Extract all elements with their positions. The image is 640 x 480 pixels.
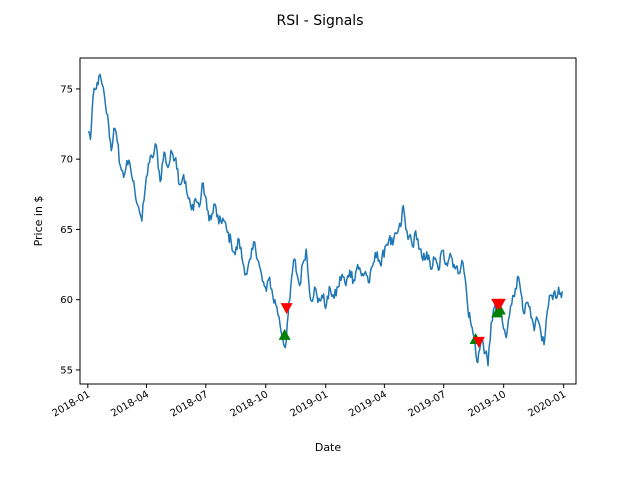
price-line (87, 73, 564, 367)
y-axis-label: Price in $ (32, 196, 45, 247)
x-axis-label: Date (315, 441, 342, 454)
plot-area (87, 73, 564, 367)
sell-signal-marker (280, 303, 293, 315)
y-tick-label: 60 (60, 295, 73, 306)
sell-signal-marker (493, 298, 506, 310)
y-tick-label: 70 (60, 155, 73, 166)
buy-signal-marker (278, 328, 291, 340)
y-tick-label: 75 (60, 84, 73, 95)
sell-signal-marker (472, 336, 485, 348)
axes-frame (79, 57, 577, 385)
y-axis: 55 60 65 70 75 (60, 84, 80, 376)
y-tick-label: 65 (60, 225, 73, 236)
y-tick-label: 55 (60, 365, 73, 376)
chart-title: RSI - Signals (277, 13, 364, 29)
